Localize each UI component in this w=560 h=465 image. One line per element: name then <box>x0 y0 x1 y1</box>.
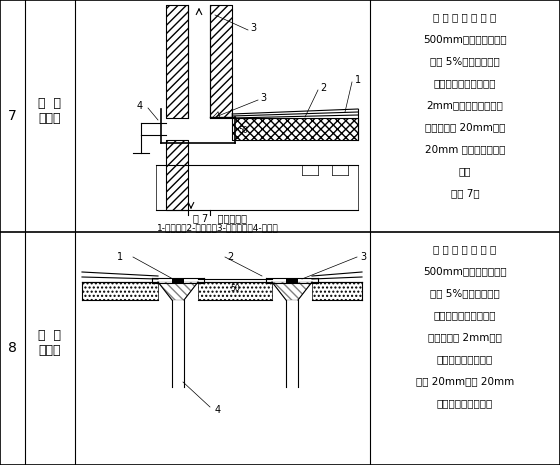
Text: 3: 3 <box>360 252 366 262</box>
Text: 料或密封材料涂封，其: 料或密封材料涂封，其 <box>434 310 496 320</box>
Text: 小于 5%，并用防水涂: 小于 5%，并用防水涂 <box>430 288 500 298</box>
Text: 图 7   横式水落口: 图 7 横式水落口 <box>193 213 247 223</box>
Text: 500mm，范围内坡度不: 500mm，范围内坡度不 <box>423 266 507 276</box>
Text: 接触处留宽 20mm、深: 接触处留宽 20mm、深 <box>425 122 505 132</box>
Text: 1-防水层；2-附加层；3-密封材料；4-水落口: 1-防水层；2-附加层；3-密封材料；4-水落口 <box>157 224 279 232</box>
Bar <box>312 282 362 300</box>
Bar <box>166 140 188 210</box>
Bar <box>210 5 232 118</box>
Text: 小于 5%，并用防水涂: 小于 5%，并用防水涂 <box>430 56 500 66</box>
Text: 凹槽，嵌填密封材料: 凹槽，嵌填密封材料 <box>437 398 493 408</box>
Text: 2: 2 <box>227 252 234 262</box>
Bar <box>166 5 188 118</box>
Text: 料涂封，其厚度不小于: 料涂封，其厚度不小于 <box>434 78 496 88</box>
Text: 8: 8 <box>8 341 16 355</box>
Bar <box>82 282 158 300</box>
Text: 50: 50 <box>230 284 240 293</box>
Bar <box>198 282 272 300</box>
Bar <box>172 278 184 283</box>
Text: 4: 4 <box>215 405 221 415</box>
Text: 厚度不小于 2mm。水: 厚度不小于 2mm。水 <box>428 332 502 342</box>
Bar <box>198 282 272 300</box>
Text: 7: 7 <box>8 109 16 123</box>
Text: 4: 4 <box>137 101 143 111</box>
Text: 水 落 口 周 围 直 径: 水 落 口 周 围 直 径 <box>433 244 497 254</box>
Bar <box>286 278 298 283</box>
Text: 落口杯与基层接触处: 落口杯与基层接触处 <box>437 354 493 364</box>
Text: 水落口: 水落口 <box>39 112 61 125</box>
Text: 3: 3 <box>250 23 256 33</box>
Text: 20mm 凹槽，嵌填密封: 20mm 凹槽，嵌填密封 <box>425 144 505 154</box>
Text: 2mm。水落口杯与基层: 2mm。水落口杯与基层 <box>427 100 503 110</box>
Bar <box>166 140 188 210</box>
Text: 横  式: 横 式 <box>39 97 62 109</box>
Text: 水 落 口 周 围 直 径: 水 落 口 周 围 直 径 <box>433 12 497 22</box>
Text: 材料: 材料 <box>459 166 472 176</box>
Bar <box>232 118 358 140</box>
Text: 50: 50 <box>238 126 248 134</box>
Text: 3: 3 <box>260 93 266 103</box>
Text: 1: 1 <box>117 252 123 262</box>
Bar <box>82 282 158 300</box>
Text: 留宽 20mm、深 20mm: 留宽 20mm、深 20mm <box>416 376 514 386</box>
Text: 水落口: 水落口 <box>39 344 61 357</box>
Text: 500mm，范围内坡度不: 500mm，范围内坡度不 <box>423 34 507 44</box>
Bar <box>232 118 358 140</box>
Text: 1: 1 <box>355 75 361 85</box>
Bar <box>166 5 188 118</box>
Text: （图 7）: （图 7） <box>451 188 479 198</box>
Bar <box>312 282 362 300</box>
Bar <box>210 5 232 118</box>
Text: 2: 2 <box>320 83 326 93</box>
Text: 直  式: 直 式 <box>39 328 62 341</box>
